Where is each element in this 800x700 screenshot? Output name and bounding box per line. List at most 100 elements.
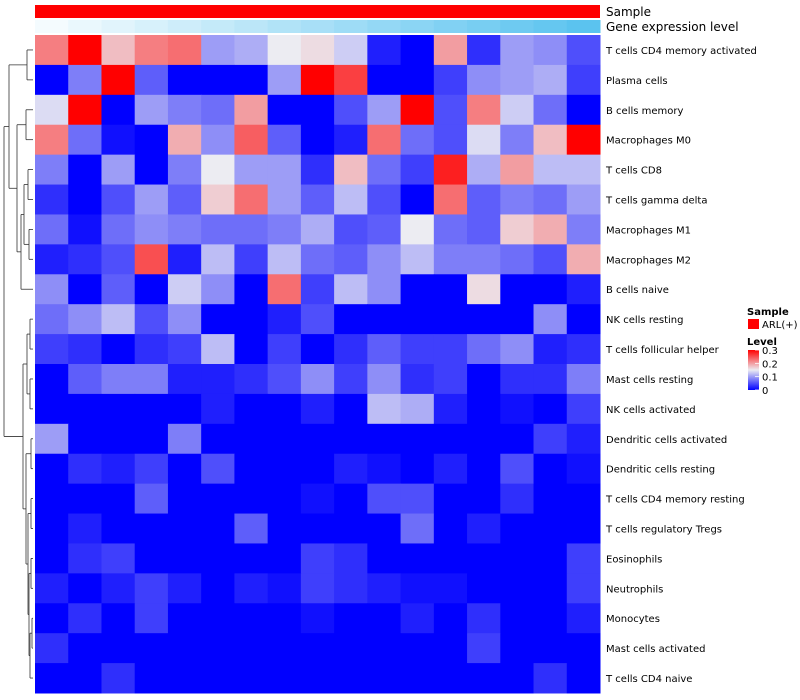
heatmap-cell: [201, 35, 235, 66]
heatmap-cell: [68, 543, 102, 574]
heatmap-cell: [533, 453, 568, 485]
heatmap-cell: [101, 334, 136, 365]
heatmap-cell: [201, 633, 235, 664]
heatmap-cell: [101, 663, 136, 694]
heatmap-cell: [68, 124, 102, 156]
heatmap-cell: [433, 154, 468, 186]
annotation-cell-gene-expression: [433, 20, 468, 33]
heatmap-cell: [533, 483, 568, 515]
heatmap-cell: [367, 453, 402, 485]
heatmap-cell: [500, 423, 535, 455]
heatmap-cell: [400, 35, 435, 66]
heatmap-cell: [566, 304, 601, 335]
heatmap-cell: [68, 393, 102, 425]
heatmap-cell: [267, 423, 302, 455]
heatmap-cell: [334, 214, 368, 245]
heatmap-cell: [101, 304, 136, 335]
heatmap-cell: [167, 154, 202, 186]
heatmap-cell: [234, 603, 269, 634]
heatmap-cell: [234, 214, 269, 245]
row-dendrogram: [3, 49, 33, 679]
heatmap-cell: [134, 124, 169, 156]
heatmap-cell: [35, 573, 69, 604]
heatmap-cell: [201, 453, 235, 485]
heatmap-cell: [35, 453, 69, 485]
heatmap-cell: [433, 94, 468, 126]
heatmap-cell: [234, 573, 269, 604]
heatmap-cell: [467, 483, 501, 515]
heatmap-cell: [467, 573, 501, 604]
heatmap-cell: [101, 364, 136, 395]
heatmap-cell: [500, 244, 535, 275]
row-label: T cells gamma delta: [605, 196, 707, 207]
heatmap-cell: [500, 154, 535, 186]
heatmap-cell: [68, 184, 102, 215]
heatmap-cell: [467, 184, 501, 215]
heatmap-cell: [167, 35, 202, 66]
heatmap-cell: [367, 274, 402, 305]
heatmap-cell: [234, 513, 269, 544]
heatmap-cell: [134, 304, 169, 335]
heatmap-cell: [35, 543, 69, 574]
heatmap-cell: [334, 154, 368, 186]
heatmap-cell: [500, 184, 535, 215]
heatmap-cell: [300, 633, 335, 664]
annotation-cell-gene-expression: [101, 20, 136, 33]
heatmap-cell: [167, 633, 202, 664]
heatmap-cell: [433, 453, 468, 485]
heatmap-cell: [400, 573, 435, 604]
heatmap-cell: [433, 184, 468, 215]
row-label: Mast cells resting: [606, 375, 693, 386]
legend-level-colorbar: [748, 350, 759, 390]
heatmap-cell: [334, 543, 368, 574]
heatmap-cell: [267, 364, 302, 395]
heatmap-cell: [234, 124, 269, 156]
heatmap-cell: [500, 543, 535, 574]
heatmap-cell: [68, 94, 102, 126]
heatmap-cell: [300, 124, 335, 156]
heatmap-cell: [467, 304, 501, 335]
heatmap-cell: [566, 513, 601, 544]
heatmap-cell: [566, 543, 601, 574]
heatmap-cell: [68, 663, 102, 694]
heatmap-cell: [566, 663, 601, 694]
heatmap-cell: [234, 64, 269, 96]
heatmap-cell: [566, 35, 601, 66]
heatmap-cell: [300, 184, 335, 215]
row-labels: T cells CD4 memory activated Plasma cells…: [605, 46, 757, 685]
heatmap-cell: [167, 573, 202, 604]
heatmap-cell: [467, 244, 501, 275]
heatmap-cell: [167, 304, 202, 335]
heatmap-cell: [300, 244, 335, 275]
heatmap-cell: [167, 64, 202, 96]
annotation-cell-gene-expression: [201, 20, 235, 33]
heatmap-cell: [367, 184, 402, 215]
heatmap-cell: [68, 274, 102, 305]
heatmap-cell: [35, 64, 69, 96]
heatmap-cell: [400, 124, 435, 156]
heatmap-cell: [367, 633, 402, 664]
heatmap-cell: [533, 573, 568, 604]
heatmap-cell: [134, 244, 169, 275]
heatmap-cell: [334, 513, 368, 544]
row-label: NK cells resting: [606, 315, 683, 326]
heatmap-cell: [201, 573, 235, 604]
heatmap-cell: [367, 304, 402, 335]
legend-tick-label: 0.3: [762, 346, 778, 357]
heatmap-cell: [533, 513, 568, 544]
heatmap-cell: [400, 663, 435, 694]
heatmap-cell: [467, 423, 501, 455]
heatmap-cell: [267, 64, 302, 96]
heatmap-cell: [500, 393, 535, 425]
heatmap-cell: [35, 304, 69, 335]
heatmap-cell: [35, 603, 69, 634]
heatmap-cell: [533, 64, 568, 96]
heatmap-cell: [367, 64, 402, 96]
heatmap-cell: [566, 453, 601, 485]
heatmap-cell: [533, 393, 568, 425]
row-label: T cells CD4 memory activated: [605, 46, 757, 57]
heatmap-cell: [500, 364, 535, 395]
heatmap-cell: [533, 633, 568, 664]
heatmap-cell: [367, 483, 402, 515]
heatmap-cell: [300, 214, 335, 245]
